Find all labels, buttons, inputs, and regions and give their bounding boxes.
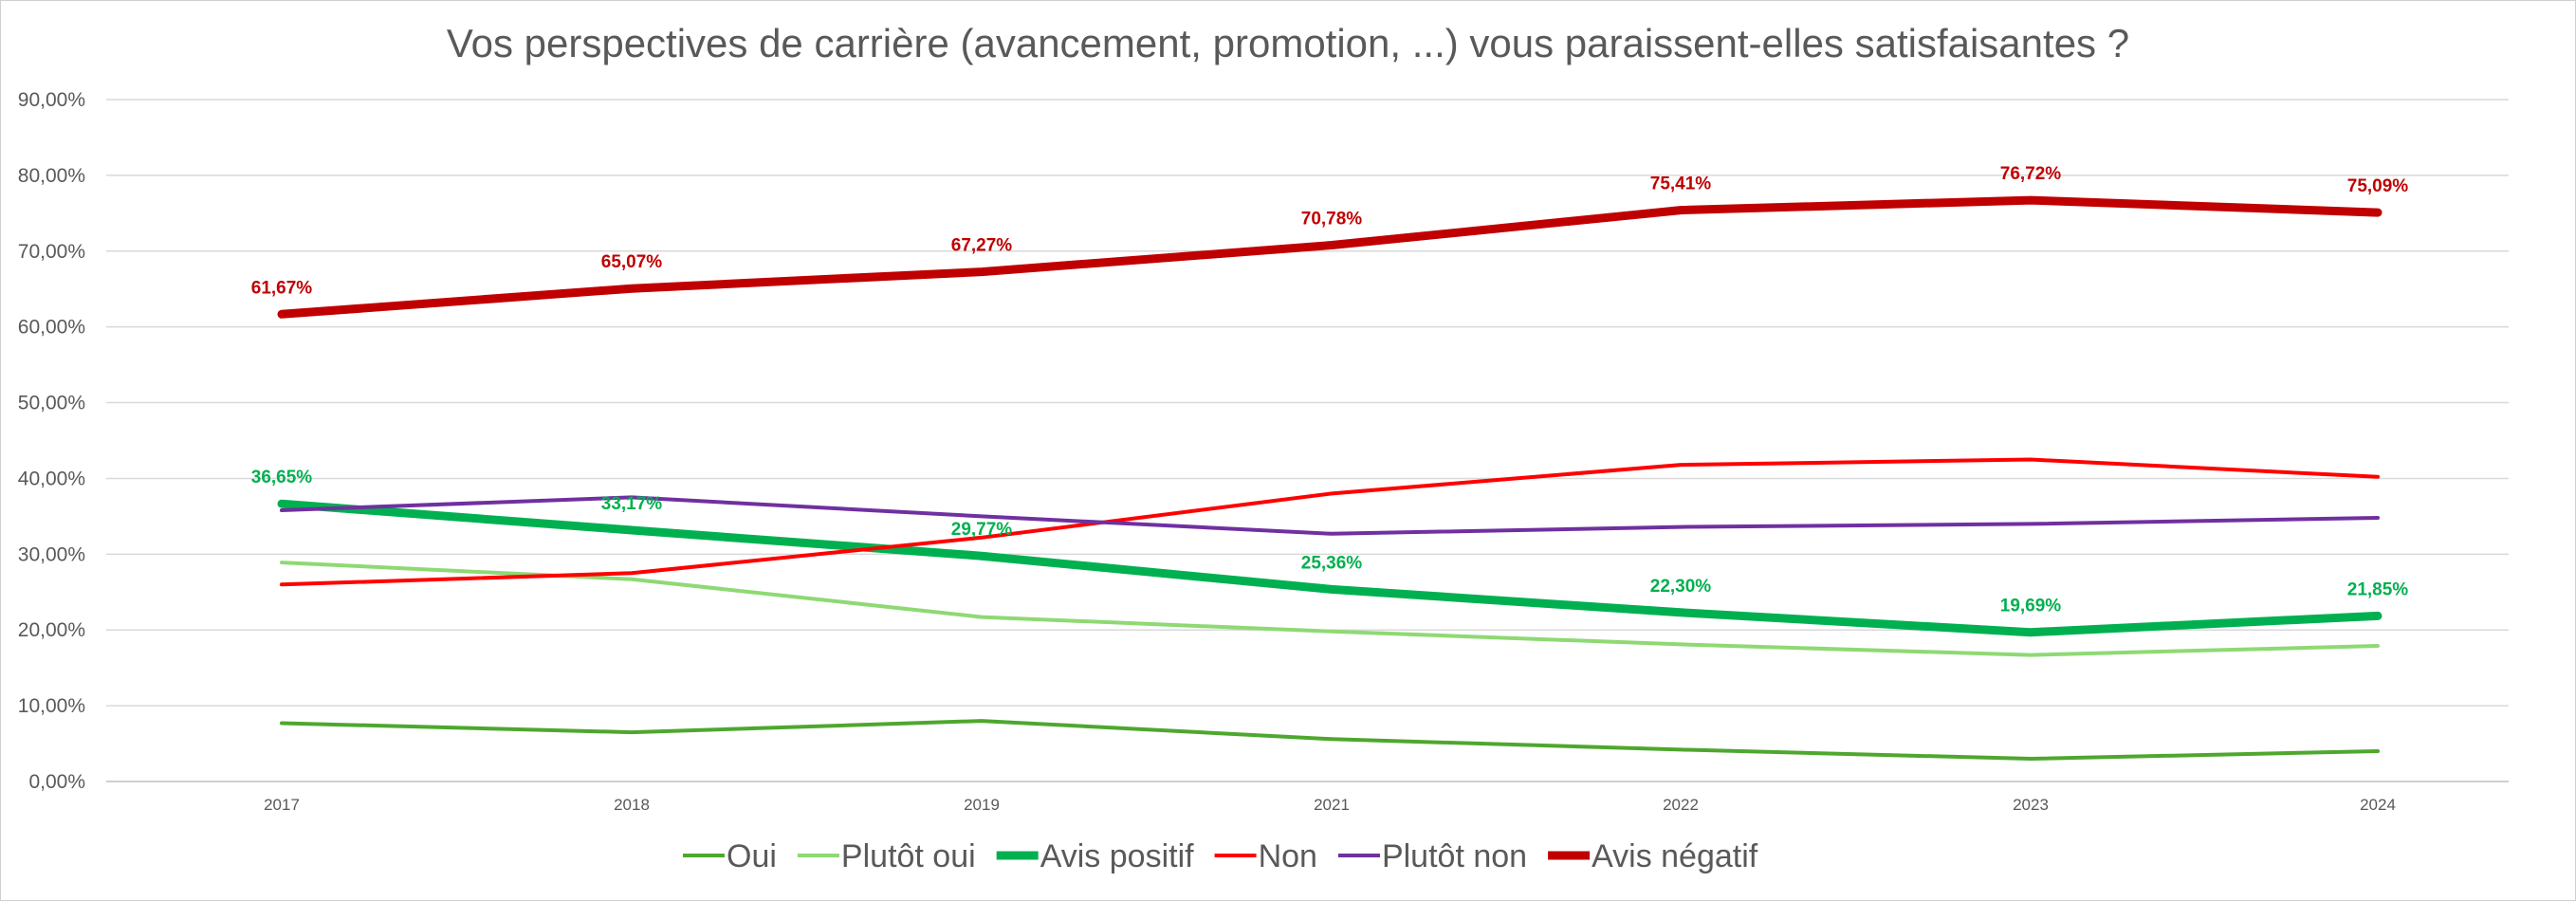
gridlines <box>106 99 2509 782</box>
data-label: 70,78% <box>1301 210 1363 230</box>
x-axis: 2017 2018 2019 2021 2022 2023 2024 <box>264 796 2396 814</box>
legend-label: Plutôt non <box>1382 838 1527 874</box>
y-tick-label: 90,00% <box>18 89 85 111</box>
data-label: 75,09% <box>2347 176 2409 196</box>
legend-label: Non <box>1259 838 1317 874</box>
y-tick-label: 80,00% <box>18 165 85 187</box>
legend-label: Avis négatif <box>1592 838 1758 874</box>
series-line-non <box>280 457 2380 587</box>
legend-item-plutot-non: Plutôt non <box>1337 838 1527 874</box>
y-tick-label: 70,00% <box>18 241 85 263</box>
y-tick-label: 40,00% <box>18 468 85 489</box>
data-label: 67,27% <box>951 236 1013 256</box>
series-line-avis-positif <box>277 499 2383 637</box>
y-tick-label: 60,00% <box>18 317 85 339</box>
data-labels: 36,65% 33,17% 29,77% 25,36% 22,30% 19,69% 21,8… <box>251 164 2409 616</box>
y-tick-label: 20,00% <box>18 619 85 641</box>
data-label: 75,41% <box>1650 175 1712 194</box>
data-label: 21,85% <box>2347 579 2409 599</box>
series-lines <box>277 195 2383 761</box>
y-tick-label: 10,00% <box>18 695 85 717</box>
series-line-plutot-non <box>280 495 2380 536</box>
legend-item-oui: Oui <box>683 838 777 874</box>
legend-label: Avis positif <box>1040 838 1194 874</box>
data-label: 61,67% <box>251 278 313 298</box>
x-tick-label: 2019 <box>964 796 1000 814</box>
series-line-plutot-oui <box>280 561 2380 657</box>
data-label: 19,69% <box>2000 597 2062 616</box>
legend-item-avis-negatif: Avis négatif <box>1548 838 1758 874</box>
y-axis: 0,00% 10,00% 20,00% 30,00% 40,00% 50,00% 60,00… <box>18 89 85 793</box>
x-tick-label: 2022 <box>1663 796 1699 814</box>
x-tick-label: 2023 <box>2013 796 2049 814</box>
legend-item-non: Non <box>1214 838 1317 874</box>
data-label: 22,30% <box>1650 577 1712 597</box>
legend-item-avis-positif: Avis positif <box>996 838 1194 874</box>
x-tick-label: 2024 <box>2360 796 2396 814</box>
data-label: 76,72% <box>2000 164 2062 184</box>
y-tick-label: 0,00% <box>28 771 85 793</box>
legend-label: Oui <box>727 838 777 874</box>
chart-title: Vos perspectives de carrière (avancement… <box>447 21 2129 65</box>
series-line-avis-negatif <box>277 195 2383 319</box>
x-tick-label: 2021 <box>1314 796 1350 814</box>
series-line-oui <box>280 719 2380 761</box>
y-tick-label: 50,00% <box>18 393 85 414</box>
y-tick-label: 30,00% <box>18 543 85 565</box>
legend-label: Plutôt oui <box>841 838 976 874</box>
data-label: 25,36% <box>1301 553 1363 573</box>
data-label: 65,07% <box>601 252 663 272</box>
x-tick-label: 2017 <box>264 796 300 814</box>
data-label: 33,17% <box>601 494 663 514</box>
data-label: 29,77% <box>951 520 1013 540</box>
legend-item-plutot-oui: Plutôt oui <box>797 838 976 874</box>
x-tick-label: 2018 <box>614 796 650 814</box>
legend: Oui Plutôt oui Avis positif Non Plutôt non Av… <box>683 838 1758 874</box>
data-label: 36,65% <box>251 468 313 487</box>
